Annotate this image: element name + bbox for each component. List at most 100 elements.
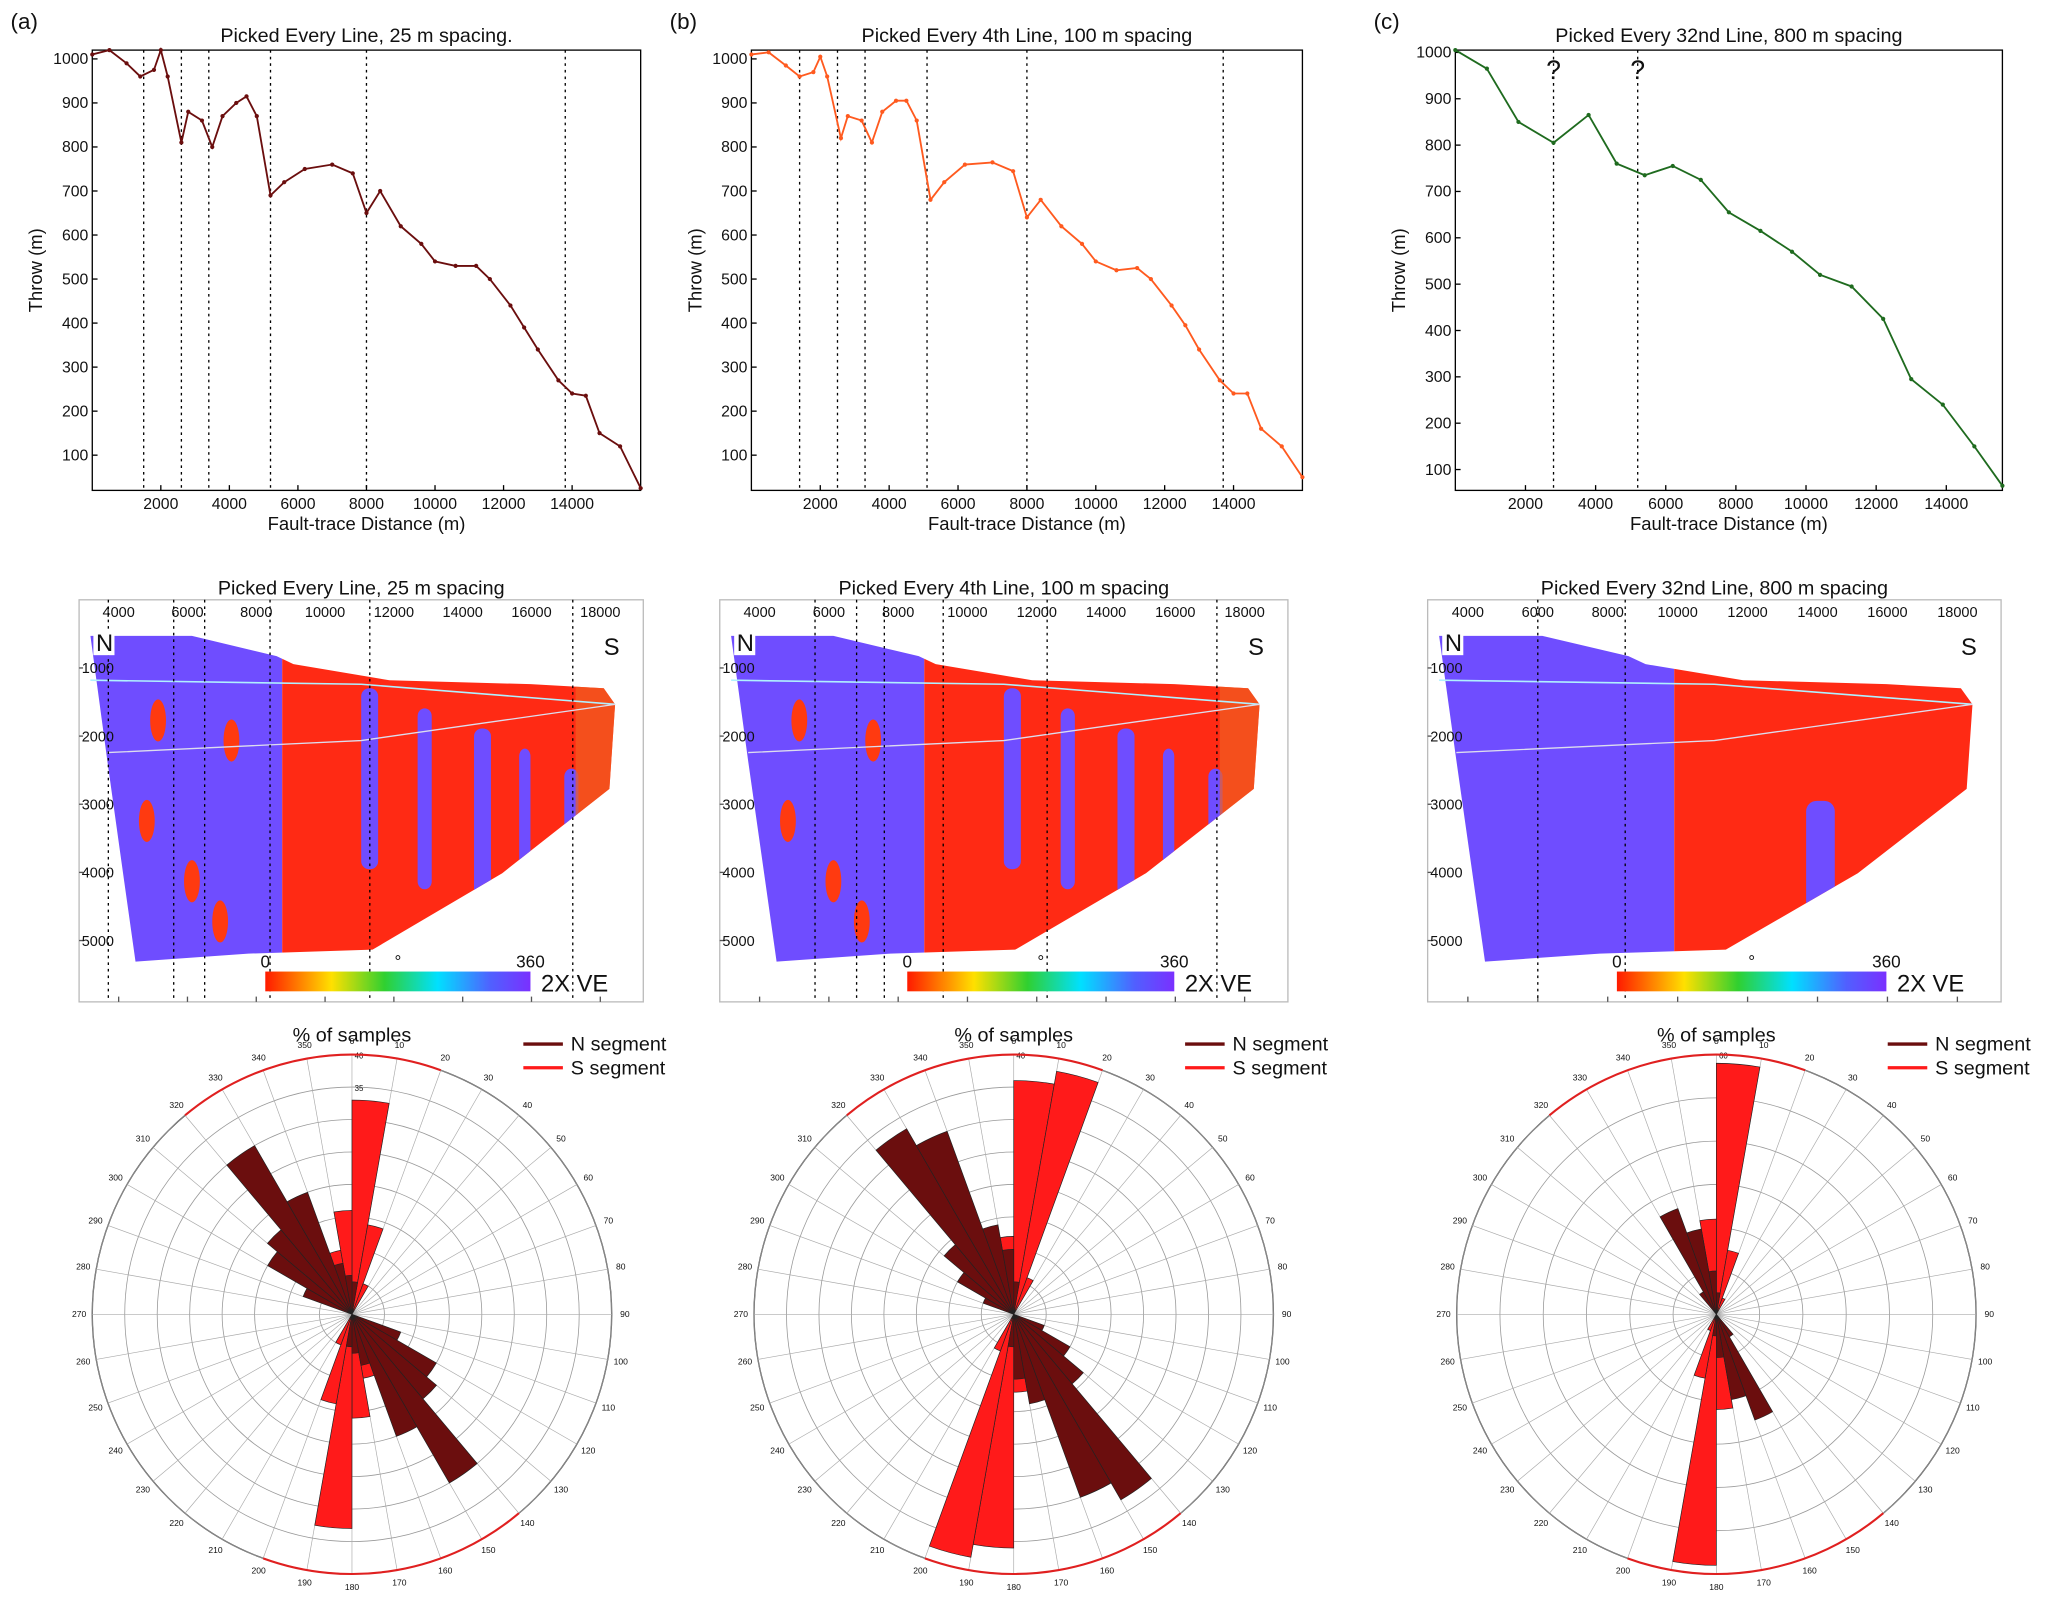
plot-frame [1454, 49, 2004, 492]
x-tick-label: 2000 [143, 496, 178, 513]
spoke [351, 1147, 552, 1315]
y-tick-label: 4000 [1430, 866, 1462, 882]
rose-petal [345, 1314, 353, 1348]
theta-tick-label: 200 [252, 1565, 267, 1575]
spoke [1460, 1313, 1717, 1360]
y-tick-label: 1000 [1430, 661, 1462, 677]
x-tick-label: 4000 [103, 605, 135, 621]
data-point [138, 74, 143, 79]
colorbar-tick-label: 360 [1160, 952, 1189, 972]
spoke [1013, 1225, 1258, 1315]
y-tick-label: 500 [721, 271, 748, 288]
data-point [254, 114, 259, 119]
x-tick-label: 12000 [482, 496, 526, 513]
data-point [199, 118, 205, 123]
rose-petal [320, 1314, 353, 1405]
south-label: S [604, 635, 620, 661]
horizon [748, 703, 1260, 754]
data-point [1972, 444, 1977, 449]
data-point [1758, 228, 1763, 233]
theta-tick-label: 350 [297, 1040, 312, 1050]
x-tick-label: 4000 [872, 496, 907, 513]
rose-petal [1708, 1270, 1717, 1315]
rose-petal [226, 1145, 353, 1315]
theta-tick-label: 130 [554, 1484, 569, 1494]
north-box [93, 628, 115, 656]
theta-tick-label: 210 [208, 1545, 223, 1555]
data-point [364, 210, 369, 216]
data-point [962, 162, 968, 167]
data-point [186, 109, 191, 114]
theta-tick-label: 180 [1709, 1582, 1724, 1592]
data-point [797, 74, 802, 79]
rose-petal [1013, 1277, 1034, 1315]
x-tick-label: 8000 [349, 496, 384, 513]
spoke [883, 1314, 1015, 1540]
range-arc [1548, 1053, 1806, 1117]
data-point [1217, 378, 1222, 383]
y-tick-label: 3000 [722, 798, 754, 814]
theta-tick-label: 50 [1921, 1134, 1931, 1144]
x-tick-label: 14000 [1086, 605, 1126, 621]
x-tick-label: 18000 [1937, 605, 1977, 621]
spoke [107, 1313, 353, 1404]
y-tick-label: 2000 [82, 729, 114, 745]
x-tick-label: 10000 [1784, 496, 1828, 513]
data-point [845, 114, 850, 119]
legend-label: N segment [571, 1034, 667, 1056]
data-point [179, 140, 184, 145]
data-point [1614, 161, 1619, 166]
x-tick-label: 6000 [940, 496, 975, 513]
spoke [1013, 1268, 1270, 1315]
horizon [731, 679, 1260, 706]
colorbar-tick-label: 360 [516, 952, 545, 972]
y-tick-label: 800 [1425, 137, 1452, 154]
panel-label: (a) [11, 9, 38, 34]
y-tick-label: 400 [721, 315, 748, 332]
data-point [556, 378, 561, 383]
theta-tick-label: 290 [88, 1216, 103, 1226]
y-tick-label: 2000 [722, 729, 754, 745]
section-image [1439, 635, 1973, 962]
theta-tick-label: 200 [913, 1565, 928, 1575]
colorbar [1616, 971, 1887, 992]
data-point [638, 486, 643, 491]
x-tick-label: 2000 [803, 496, 838, 513]
y-tick-label: 300 [1425, 369, 1452, 386]
theta-tick-label: 60 [584, 1172, 594, 1182]
horizon [1456, 703, 1973, 754]
rose-petal [982, 1224, 1015, 1315]
theta-tick-label: 180 [1007, 1582, 1022, 1592]
theta-tick-label: 140 [1182, 1518, 1197, 1528]
y-tick-label: 800 [62, 139, 89, 156]
panel-label: (c) [1374, 9, 1400, 34]
data-point [1586, 112, 1591, 118]
y-tick-label: 700 [721, 183, 748, 200]
theta-tick-label: 150 [1143, 1545, 1158, 1555]
data-point [1516, 119, 1521, 125]
data-point [220, 114, 225, 119]
theta-tick-label: 160 [438, 1565, 453, 1575]
chart-title: % of samples [293, 1024, 412, 1046]
theta-tick-label: 310 [798, 1134, 813, 1144]
y-tick-label: 3000 [1430, 798, 1462, 814]
theta-tick-label: 270 [734, 1309, 749, 1319]
theta-tick-label: 140 [1885, 1518, 1900, 1528]
x-tick-label: 4000 [1578, 496, 1613, 513]
theta-tick-label: 330 [208, 1073, 223, 1083]
data-point [210, 144, 215, 150]
spoke [1517, 1147, 1717, 1315]
section-blob [212, 900, 229, 943]
theta-tick-label: 70 [1968, 1216, 1978, 1226]
x-tick-label: 12000 [1017, 605, 1057, 621]
theta-tick-label: 90 [1984, 1309, 1994, 1319]
chart-title: Picked Every 4th Line, 100 m spacing [838, 578, 1169, 600]
data-point [1135, 265, 1140, 271]
x-tick-label: 18000 [580, 605, 620, 621]
data-point [914, 118, 919, 123]
rose-petal [335, 1314, 353, 1346]
annotation: ? [1630, 55, 1645, 85]
y-tick-label: 5000 [1430, 934, 1462, 950]
spoke [351, 1089, 483, 1315]
theta-tick-label: 340 [913, 1053, 928, 1063]
